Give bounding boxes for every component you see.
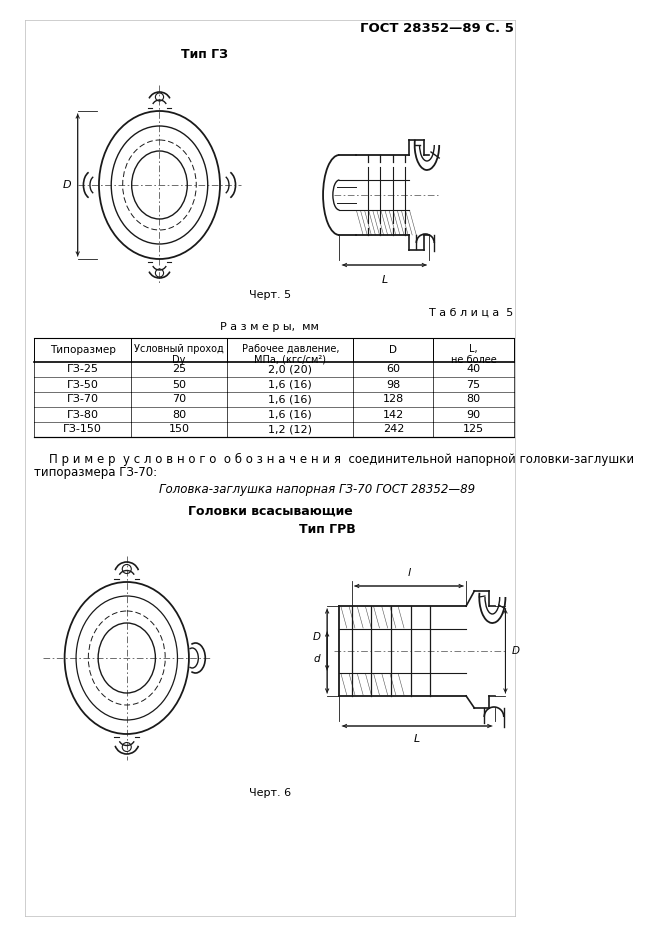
Text: 150: 150 (169, 425, 190, 434)
Text: 242: 242 (383, 425, 404, 434)
Text: Головки всасывающие: Головки всасывающие (188, 505, 352, 518)
Text: Тип ГРВ: Тип ГРВ (299, 523, 356, 536)
Text: 70: 70 (172, 394, 186, 404)
Text: ГЗ-80: ГЗ-80 (67, 409, 98, 419)
Text: ГЗ-50: ГЗ-50 (67, 379, 98, 389)
Text: 75: 75 (467, 379, 481, 389)
Text: 2,0 (20): 2,0 (20) (268, 364, 313, 374)
Text: l: l (407, 568, 410, 578)
Text: 80: 80 (172, 409, 186, 419)
Text: ГЗ-25: ГЗ-25 (67, 364, 98, 374)
Text: D: D (512, 646, 520, 656)
Text: Черт. 6: Черт. 6 (249, 788, 291, 798)
Text: ГОСТ 28352—89 С. 5: ГОСТ 28352—89 С. 5 (360, 22, 514, 35)
Text: 1,6 (16): 1,6 (16) (268, 394, 312, 404)
Text: 50: 50 (172, 379, 186, 389)
Text: Т а б л и ц а  5: Т а б л и ц а 5 (428, 308, 513, 318)
Text: Рабочее давление,: Рабочее давление, (241, 344, 339, 354)
Text: типоразмера ГЗ-70:: типоразмера ГЗ-70: (34, 466, 157, 479)
Text: Тип ГЗ: Тип ГЗ (181, 48, 228, 61)
Text: 1,6 (16): 1,6 (16) (268, 379, 312, 389)
Text: ГЗ-150: ГЗ-150 (63, 425, 102, 434)
Text: 125: 125 (463, 425, 484, 434)
Text: L,: L, (469, 344, 478, 354)
Text: 60: 60 (387, 364, 401, 374)
Text: 90: 90 (467, 409, 481, 419)
Text: 40: 40 (467, 364, 481, 374)
Text: D: D (313, 632, 321, 642)
Text: 1,6 (16): 1,6 (16) (268, 409, 312, 419)
Text: Р а з м е р ы,  мм: Р а з м е р ы, мм (221, 322, 319, 332)
Text: Условный проход: Условный проход (134, 344, 224, 354)
Text: Dу: Dу (173, 355, 186, 365)
Text: d: d (314, 654, 321, 664)
Text: D: D (389, 345, 397, 355)
Text: ГЗ-70: ГЗ-70 (67, 394, 98, 404)
Text: МПа, (кгс/см²): МПа, (кгс/см²) (254, 355, 327, 365)
Text: Типоразмер: Типоразмер (50, 345, 116, 355)
Text: L: L (381, 275, 387, 285)
Text: 25: 25 (172, 364, 186, 374)
Text: 142: 142 (383, 409, 404, 419)
Text: 1,2 (12): 1,2 (12) (268, 425, 313, 434)
Text: L: L (414, 734, 420, 744)
Text: Головка-заглушка напорная ГЗ-70 ГОСТ 28352—89: Головка-заглушка напорная ГЗ-70 ГОСТ 283… (159, 483, 476, 496)
Text: Черт. 5: Черт. 5 (249, 290, 291, 300)
Text: не более: не более (451, 355, 496, 365)
Text: 128: 128 (383, 394, 404, 404)
Text: П р и м е р  у с л о в н о г о  о б о з н а ч е н и я  соединительной напорной г: П р и м е р у с л о в н о г о о б о з н … (34, 453, 635, 466)
Text: D: D (63, 180, 71, 190)
Text: 98: 98 (386, 379, 401, 389)
Text: 80: 80 (467, 394, 481, 404)
